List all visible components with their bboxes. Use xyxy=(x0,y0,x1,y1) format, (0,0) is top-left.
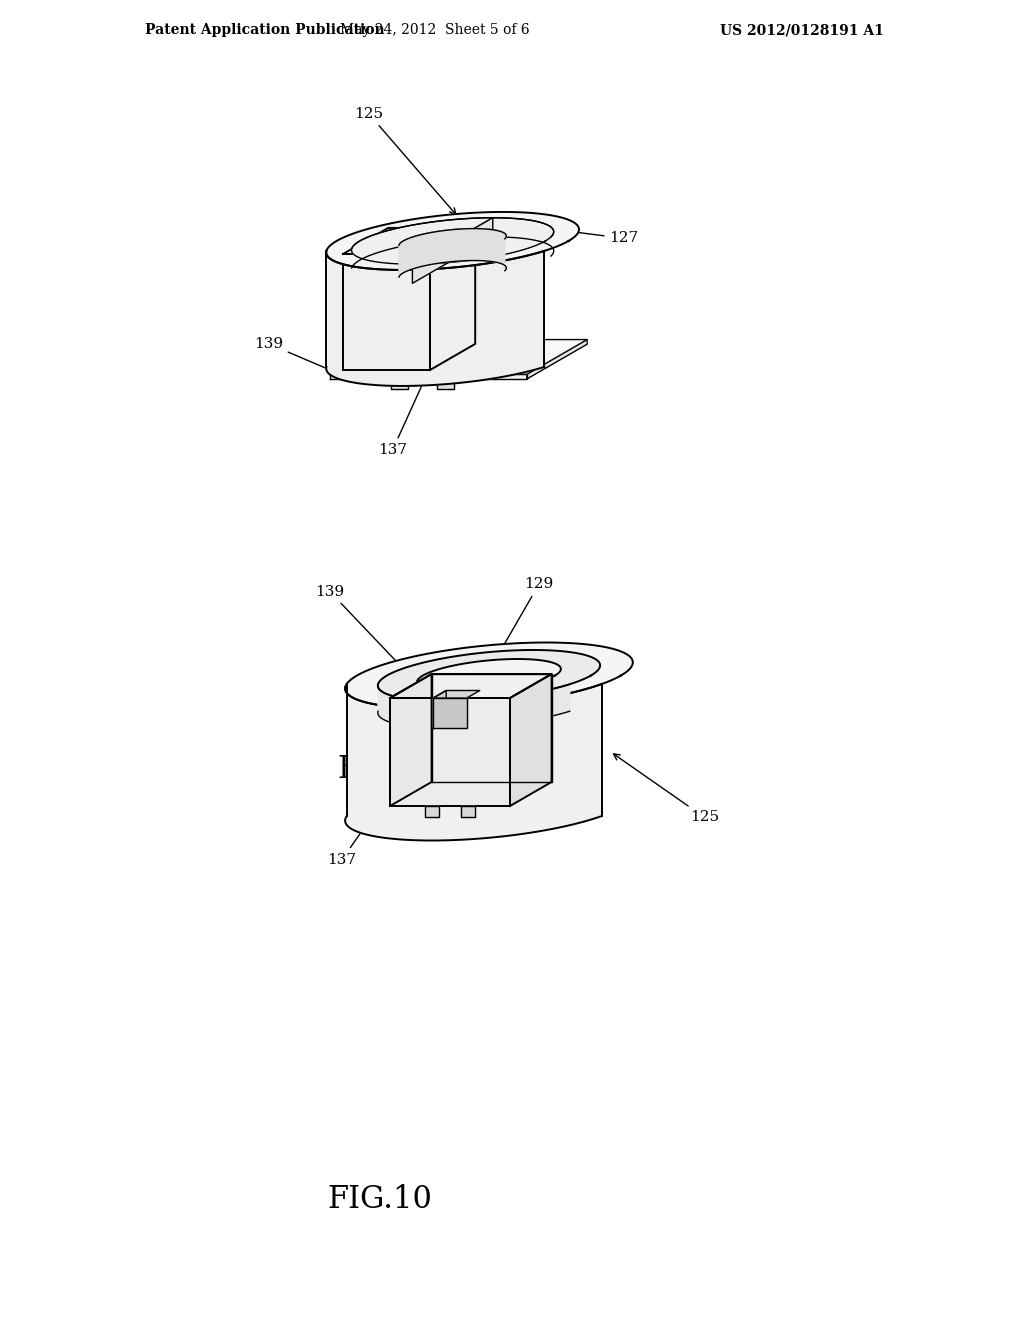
Polygon shape xyxy=(453,218,493,260)
Polygon shape xyxy=(461,807,475,817)
Text: May 24, 2012  Sheet 5 of 6: May 24, 2012 Sheet 5 of 6 xyxy=(340,22,529,37)
Polygon shape xyxy=(390,675,552,698)
Text: Patent Application Publication: Patent Application Publication xyxy=(145,22,385,37)
Polygon shape xyxy=(343,228,475,253)
Text: FIG.9: FIG.9 xyxy=(337,755,423,785)
Text: 137: 137 xyxy=(328,776,400,867)
Text: 137: 137 xyxy=(378,387,421,457)
Polygon shape xyxy=(388,228,475,345)
Polygon shape xyxy=(343,228,388,370)
Text: 139: 139 xyxy=(315,585,408,673)
Polygon shape xyxy=(433,690,480,698)
Polygon shape xyxy=(378,649,600,701)
Polygon shape xyxy=(390,675,431,807)
Polygon shape xyxy=(510,675,552,807)
Polygon shape xyxy=(345,643,633,709)
Polygon shape xyxy=(345,684,602,841)
Polygon shape xyxy=(417,659,561,692)
Polygon shape xyxy=(430,228,475,370)
Text: 127: 127 xyxy=(503,223,639,246)
Text: 139: 139 xyxy=(254,337,346,376)
Polygon shape xyxy=(399,228,506,253)
Polygon shape xyxy=(327,251,545,385)
Polygon shape xyxy=(431,675,552,781)
Polygon shape xyxy=(330,375,527,379)
Polygon shape xyxy=(390,698,510,807)
Polygon shape xyxy=(351,218,554,264)
Text: US 2012/0128191 A1: US 2012/0128191 A1 xyxy=(720,22,884,37)
Text: FIG.10: FIG.10 xyxy=(328,1184,432,1216)
Polygon shape xyxy=(343,253,430,370)
Polygon shape xyxy=(390,379,408,389)
Polygon shape xyxy=(399,228,506,277)
Text: 125: 125 xyxy=(613,754,719,825)
Polygon shape xyxy=(327,213,579,271)
Polygon shape xyxy=(390,374,418,379)
Polygon shape xyxy=(437,374,465,379)
Polygon shape xyxy=(417,681,542,727)
Polygon shape xyxy=(433,698,467,729)
Polygon shape xyxy=(425,807,439,817)
Polygon shape xyxy=(413,218,493,284)
Text: 129: 129 xyxy=(480,577,554,686)
Polygon shape xyxy=(527,339,587,379)
Polygon shape xyxy=(437,379,455,389)
Polygon shape xyxy=(378,684,569,729)
Polygon shape xyxy=(433,690,446,729)
Polygon shape xyxy=(330,339,587,375)
Text: 125: 125 xyxy=(354,107,456,214)
